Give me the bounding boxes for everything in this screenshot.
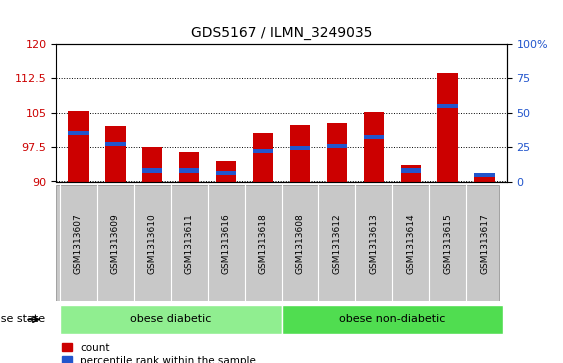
Text: GSM1313607: GSM1313607 xyxy=(74,213,83,274)
FancyBboxPatch shape xyxy=(60,305,282,334)
Text: obese diabetic: obese diabetic xyxy=(130,314,212,325)
Bar xyxy=(216,161,236,182)
Bar xyxy=(437,103,458,108)
Text: GSM1313609: GSM1313609 xyxy=(111,213,120,274)
Bar xyxy=(437,73,458,182)
Bar xyxy=(216,171,236,175)
FancyBboxPatch shape xyxy=(282,305,503,334)
FancyBboxPatch shape xyxy=(56,185,499,301)
Bar xyxy=(475,175,495,182)
Bar xyxy=(327,123,347,182)
Text: GSM1313614: GSM1313614 xyxy=(406,213,415,274)
Bar xyxy=(327,144,347,148)
Text: obese non-diabetic: obese non-diabetic xyxy=(339,314,445,325)
Text: GSM1313618: GSM1313618 xyxy=(258,213,267,274)
Bar xyxy=(364,112,384,182)
Bar xyxy=(142,168,163,172)
Bar xyxy=(364,135,384,139)
Bar xyxy=(400,166,421,182)
Legend: count, percentile rank within the sample: count, percentile rank within the sample xyxy=(61,343,256,363)
Bar xyxy=(400,168,421,172)
Text: GSM1313615: GSM1313615 xyxy=(443,213,452,274)
Bar xyxy=(475,172,495,177)
Text: disease state: disease state xyxy=(0,314,45,325)
Bar xyxy=(179,152,199,182)
Text: GSM1313612: GSM1313612 xyxy=(332,213,341,274)
Text: GSM1313608: GSM1313608 xyxy=(296,213,305,274)
Bar xyxy=(105,126,126,182)
Text: GSM1313617: GSM1313617 xyxy=(480,213,489,274)
Title: GDS5167 / ILMN_3249035: GDS5167 / ILMN_3249035 xyxy=(191,26,372,40)
Bar xyxy=(68,111,88,182)
Bar xyxy=(253,149,273,153)
Text: GSM1313611: GSM1313611 xyxy=(185,213,194,274)
Text: GSM1313616: GSM1313616 xyxy=(222,213,231,274)
Bar xyxy=(290,125,310,182)
Bar xyxy=(253,133,273,182)
Bar xyxy=(142,147,163,182)
Bar xyxy=(290,146,310,150)
Text: GSM1313610: GSM1313610 xyxy=(148,213,157,274)
Bar xyxy=(179,168,199,172)
Bar xyxy=(68,131,88,135)
Bar xyxy=(105,142,126,146)
Text: GSM1313613: GSM1313613 xyxy=(369,213,378,274)
